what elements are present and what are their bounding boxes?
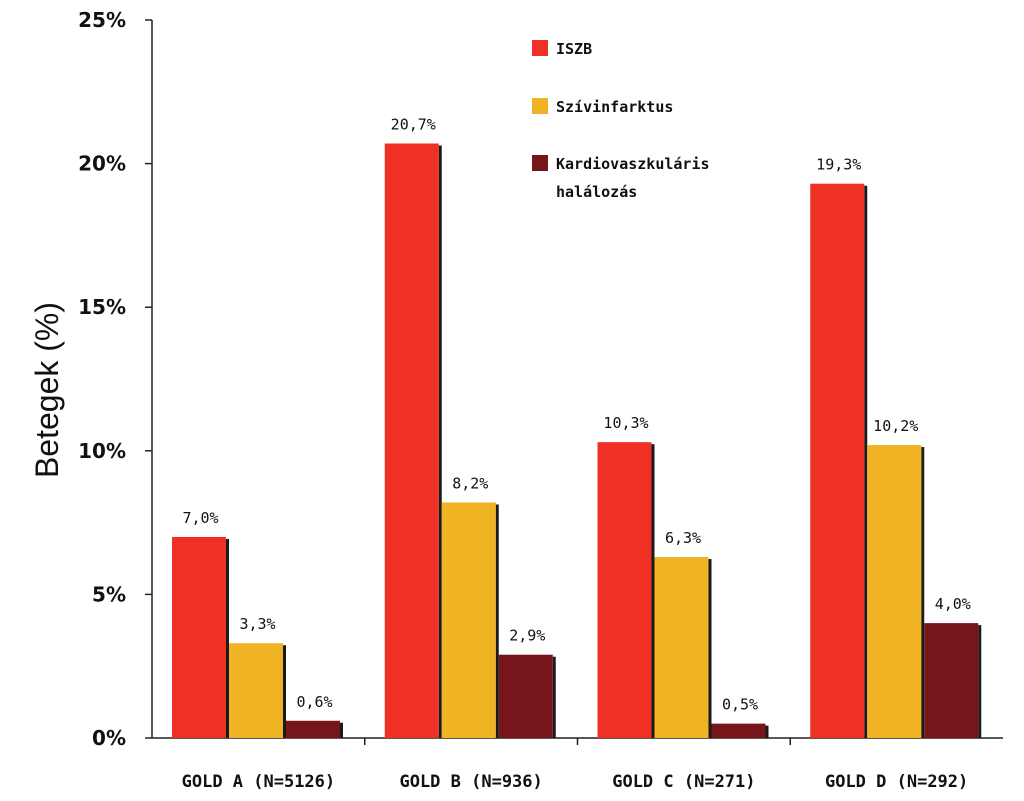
bar-shadow	[651, 444, 655, 738]
data-labels: 7,0% 3,3% 0,6% 20,7% 8,2% 2,9% 10,3% 6,3% 0,5% 19…	[182, 115, 970, 713]
y-tick-label: 10%	[78, 439, 126, 463]
bar	[498, 654, 553, 738]
data-label: 19,3%	[816, 156, 861, 174]
y-tick-label: 25%	[78, 8, 126, 32]
bar	[810, 183, 865, 739]
data-label: 10,3%	[603, 414, 648, 432]
data-label: 8,2%	[452, 474, 488, 492]
bar-shadow	[864, 185, 868, 739]
data-label: 20,7%	[391, 115, 436, 133]
category-label: GOLD B (N=936)	[399, 772, 542, 792]
x-ticks	[364, 738, 791, 745]
data-label: 6,3%	[665, 529, 701, 547]
y-ticks: 0% 5% 10% 15% 20% 25%	[78, 8, 152, 750]
data-label: 7,0%	[182, 509, 218, 527]
bar	[172, 536, 226, 738]
data-label: 4,0%	[935, 595, 971, 613]
y-tick-label: 15%	[78, 295, 126, 319]
bar	[597, 442, 652, 738]
bar-shadow	[978, 625, 982, 738]
bar	[654, 557, 709, 738]
bars	[172, 143, 982, 739]
bar	[384, 143, 439, 739]
data-label: 0,5%	[722, 696, 758, 714]
legend-swatch	[532, 40, 548, 56]
y-tick-label: 20%	[78, 152, 126, 176]
bar	[867, 445, 922, 738]
bar-shadow	[921, 447, 925, 738]
bar-shadow	[552, 656, 556, 738]
legend-swatch	[532, 98, 548, 114]
bar-shadow	[340, 722, 343, 738]
bar	[441, 502, 496, 738]
data-label: 10,2%	[873, 417, 918, 435]
category-label: GOLD A (N=5126)	[182, 772, 336, 792]
bar	[286, 720, 340, 738]
category-label: GOLD C (N=271)	[612, 772, 755, 792]
legend: ISZB Szívinfarktus Kardiovaszkuláris halálo…	[532, 40, 710, 201]
legend-label: Kardiovaszkuláris	[556, 155, 710, 173]
legend-label: ISZB	[556, 40, 592, 58]
category-label: GOLD D (N=292)	[825, 772, 968, 792]
bar-shadow	[765, 725, 769, 738]
bar-shadow	[708, 559, 712, 738]
legend-label: halálozás	[556, 183, 637, 201]
y-tick-label: 5%	[92, 582, 126, 606]
bar-shadow	[495, 504, 499, 738]
data-label: 2,9%	[509, 627, 545, 645]
legend-label: Szívinfarktus	[556, 98, 673, 116]
data-label: 3,3%	[239, 615, 275, 633]
bar-shadow	[283, 645, 286, 738]
bar-shadow	[438, 145, 442, 739]
bar-shadow	[226, 538, 229, 738]
y-axis-title: Betegek (%)	[29, 302, 65, 478]
data-label: 0,6%	[296, 693, 332, 711]
bar	[711, 723, 766, 738]
legend-swatch	[532, 155, 548, 171]
bar	[924, 623, 979, 738]
y-tick-label: 0%	[92, 726, 126, 750]
category-labels: GOLD A (N=5126) GOLD B (N=936) GOLD C (N=2…	[182, 772, 969, 792]
bar	[229, 643, 283, 738]
